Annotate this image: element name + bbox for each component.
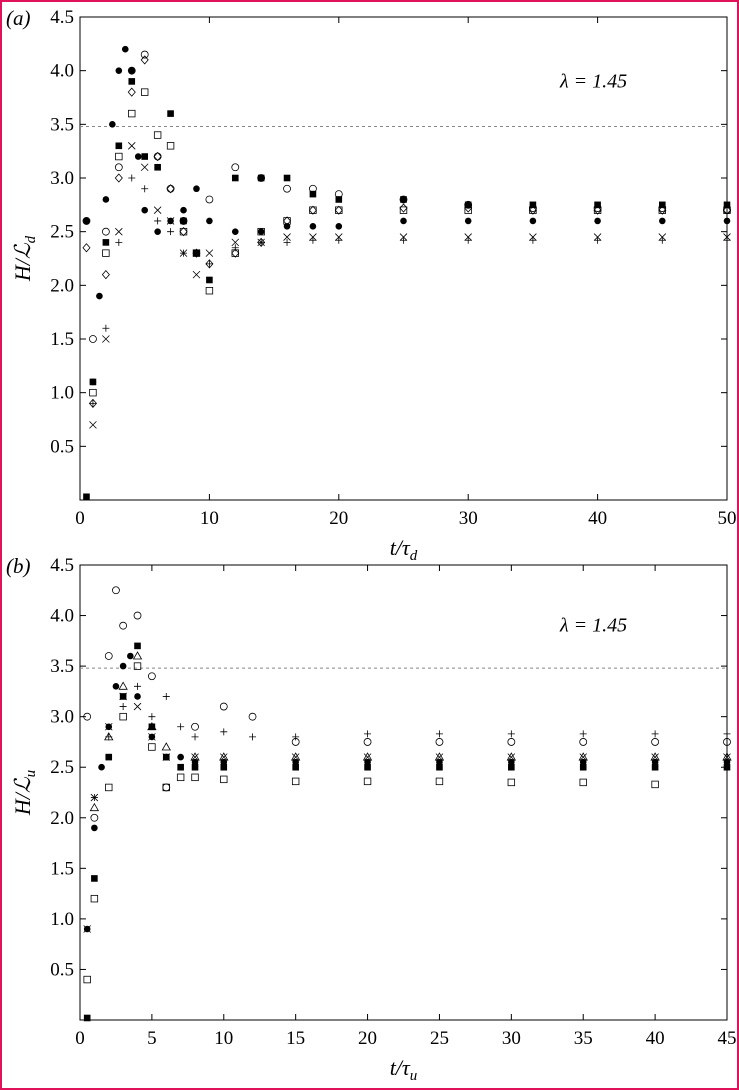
x-tick-label: 10 xyxy=(200,508,219,529)
y-tick-label: 1.5 xyxy=(50,858,74,879)
plot-area xyxy=(79,16,728,501)
y-tick-label: 1.0 xyxy=(50,383,74,404)
x-tick-label: 40 xyxy=(588,508,607,529)
series-open-square xyxy=(83,662,659,984)
x-axis-label: t/τd xyxy=(390,535,418,564)
x-tick-label: 25 xyxy=(430,1028,449,1049)
series-filled-square xyxy=(83,78,731,501)
y-axis-label: H/ℒu xyxy=(10,770,39,816)
x-tick-label: 35 xyxy=(574,1028,593,1049)
lambda-annotation: λ = 1.45 xyxy=(559,615,627,637)
y-tick-label: 3.0 xyxy=(50,707,74,728)
lambda-annotation: λ = 1.45 xyxy=(559,70,627,92)
y-tick-label: 4.0 xyxy=(50,61,74,82)
x-tick-label: 40 xyxy=(646,1028,665,1049)
x-tick-label: 15 xyxy=(286,1028,305,1049)
series-filled-circle xyxy=(83,652,731,933)
series-filled-square xyxy=(83,642,731,1022)
x-tick-label: 0 xyxy=(75,1028,85,1049)
chart-panel-1: 0 5 10 15 20 25 30 35 40 45 0.5 1.0 1.5 2.0 2.5 3.0 3.5 4… xyxy=(6,554,737,1084)
series-plus xyxy=(90,682,731,802)
x-tick-label: 10 xyxy=(214,1028,233,1049)
series-plus xyxy=(89,174,731,407)
x-tick-label: 0 xyxy=(75,508,85,529)
y-tick-label: 0.5 xyxy=(50,959,74,980)
panel-label: (a) xyxy=(6,6,31,30)
y-tick-label: 0.5 xyxy=(50,436,74,457)
y-tick-label: 4.5 xyxy=(50,7,74,28)
y-tick-label: 3.5 xyxy=(50,656,74,677)
x-tick-label: 30 xyxy=(459,508,478,529)
x-tick-label: 50 xyxy=(718,508,737,529)
plot-area xyxy=(79,564,728,1021)
x-tick-label: 20 xyxy=(329,508,348,529)
y-tick-label: 1.5 xyxy=(50,329,74,350)
series-diamond xyxy=(82,55,732,409)
series-cross xyxy=(83,692,731,933)
y-tick-label: 3.5 xyxy=(50,114,74,135)
y-tick-label: 4.0 xyxy=(50,606,74,627)
x-tick-label: 5 xyxy=(147,1028,157,1049)
x-tick-label: 45 xyxy=(718,1028,737,1049)
x-tick-label: 30 xyxy=(502,1028,521,1049)
series-cross xyxy=(89,142,731,429)
y-axis-label: H/ℒd xyxy=(10,235,39,282)
x-tick-label: 20 xyxy=(358,1028,377,1049)
series-filled-circle xyxy=(83,45,731,386)
y-tick-label: 2.0 xyxy=(50,808,74,829)
y-tick-label: 4.5 xyxy=(50,555,74,576)
x-axis-label: t/τu xyxy=(390,1055,418,1084)
panel-label: (b) xyxy=(6,554,31,578)
y-tick-label: 3.0 xyxy=(50,168,74,189)
series-open-circle xyxy=(83,586,731,822)
series-open-square xyxy=(89,88,731,397)
y-tick-label: 2.5 xyxy=(50,222,74,243)
y-tick-label: 1.0 xyxy=(50,909,74,930)
y-tick-label: 2.5 xyxy=(50,757,74,778)
chart-panel-0: 0 10 20 30 40 50 0.5 1.0 1.5 2.0 2.5 3.0 3.5 4.0 4.5 λ … xyxy=(6,6,737,564)
series-triangle xyxy=(89,651,732,812)
y-tick-label: 2.0 xyxy=(50,275,74,296)
